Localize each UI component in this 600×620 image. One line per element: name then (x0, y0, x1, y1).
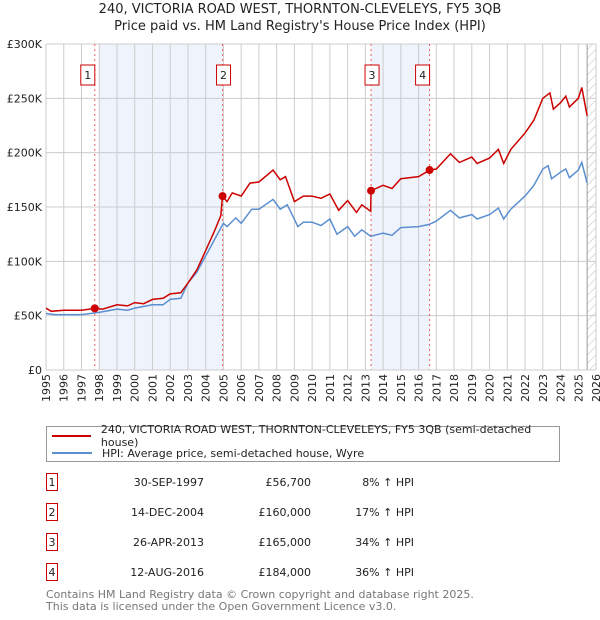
footer-line: This data is licensed under the Open Gov… (46, 600, 397, 613)
sale-price: £56,700 (265, 476, 312, 489)
legend-label: 240, VICTORIA ROAD WEST, THORNTON-CLEVEL… (100, 423, 532, 449)
sale-marker-badge: 4 (46, 563, 58, 581)
x-tick-label: 2017 (430, 374, 443, 402)
x-tick-label: 2011 (324, 374, 337, 402)
sale-row: 3 26-APR-2013 £165,000 34% ↑ HPI (46, 533, 446, 553)
legend: 240, VICTORIA ROAD WEST, THORNTON-CLEVEL… (46, 423, 560, 462)
legend-item-property: 240, VICTORIA ROAD WEST, THORNTON-CLEVEL… (52, 423, 559, 449)
sale-hpi-change: 8% ↑ HPI (362, 476, 414, 489)
y-tick-label: £100K (7, 255, 43, 268)
sale-point (367, 186, 376, 195)
sale-date: 14-DEC-2004 (130, 506, 204, 519)
sale-price: £165,000 (258, 536, 312, 549)
sale-marker-badge: 1 (46, 473, 58, 491)
x-tick-label: 2016 (413, 374, 426, 402)
y-tick-label: £0 (28, 364, 42, 377)
footer-line: Contains HM Land Registry data © Crown c… (46, 588, 474, 601)
sale-date: 26-APR-2013 (132, 536, 204, 549)
y-tick-label: £150K (7, 201, 43, 214)
x-tick-label: 2018 (448, 374, 461, 402)
x-tick-label: 1997 (75, 374, 88, 402)
x-tick-label: 2023 (537, 374, 550, 402)
y-tick-label: £300K (7, 38, 43, 51)
sale-marker-badge: 2 (46, 503, 58, 521)
y-tick-label: £50K (14, 310, 43, 323)
property-price-line (45, 87, 588, 313)
x-tick-label: 2008 (271, 374, 284, 402)
sale-point (218, 192, 227, 201)
x-tick-label: 2015 (395, 374, 408, 402)
sale-row: 1 30-SEP-1997 £56,700 8% ↑ HPI (46, 473, 446, 493)
x-tick-label: 2026 (590, 374, 600, 402)
x-tick-label: 1995 (40, 374, 53, 402)
sale-label: 3 (369, 69, 376, 82)
footer: Contains HM Land Registry data © Crown c… (46, 589, 474, 613)
legend-label: HPI: Average price, semi-detached house,… (102, 446, 365, 460)
x-tick-label: 2003 (182, 374, 195, 402)
sale-point (425, 166, 434, 175)
sale-label-box (80, 64, 96, 86)
sale-label-box (364, 64, 380, 86)
x-tick-label: 2021 (501, 374, 514, 402)
hpi-line (45, 160, 588, 316)
legend-item-hpi: HPI: Average price, semi-detached house,… (52, 445, 364, 461)
sale-row: 4 12-AUG-2016 £184,000 36% ↑ HPI (46, 563, 446, 583)
sale-label: 1 (84, 69, 91, 82)
x-tick-label: 2014 (377, 374, 390, 402)
x-tick-label: 2019 (466, 374, 479, 402)
legend-swatch-red (52, 435, 91, 437)
sale-date: 12-AUG-2016 (130, 566, 204, 579)
sale-label-box (415, 64, 431, 86)
x-tick-label: 2007 (253, 374, 266, 402)
x-tick-label: 2002 (164, 374, 177, 402)
x-tick-label: 2012 (342, 374, 355, 402)
x-tick-label: 2020 (484, 374, 497, 402)
sale-point (90, 304, 99, 313)
x-tick-label: 1998 (93, 374, 106, 402)
sale-label: 2 (220, 69, 227, 82)
sale-marker-badge: 3 (46, 533, 58, 551)
x-tick-label: 2025 (572, 374, 585, 402)
x-tick-label: 2001 (146, 374, 159, 402)
sale-label-box (216, 64, 232, 86)
chart-title: 240, VICTORIA ROAD WEST, THORNTON-CLEVEL… (98, 2, 502, 17)
x-tick-label: 1999 (111, 374, 124, 402)
x-tick-label: 2013 (359, 374, 372, 402)
sale-label: 4 (419, 69, 426, 82)
x-tick-label: 2009 (288, 374, 301, 402)
x-tick-label: 2010 (306, 374, 319, 402)
legend-swatch-blue (52, 452, 92, 454)
plot-area: 1995 1996 1997 1998 1999 2000 2001 2002 2003 2004… (7, 38, 600, 402)
x-tick-label: 2024 (555, 374, 568, 402)
sale-price: £184,000 (258, 566, 312, 579)
sale-hpi-change: 36% ↑ HPI (355, 566, 414, 579)
y-tick-label: £200K (7, 147, 43, 160)
sale-date: 30-SEP-1997 (133, 476, 204, 489)
sale-row: 2 14-DEC-2004 £160,000 17% ↑ HPI (46, 503, 446, 523)
chart-subtitle: Price paid vs. HM Land Registry's House … (114, 19, 486, 34)
y-tick-label: £250K (7, 92, 43, 105)
x-tick-label: 2022 (519, 374, 532, 402)
sale-hpi-change: 17% ↑ HPI (355, 506, 414, 519)
x-tick-label: 2000 (129, 374, 142, 402)
sale-price: £160,000 (258, 506, 312, 519)
x-tick-label: 2006 (235, 374, 248, 402)
sale-hpi-change: 34% ↑ HPI (355, 536, 414, 549)
x-tick-label: 1996 (58, 374, 71, 402)
x-tick-label: 2005 (217, 374, 230, 402)
x-tick-label: 2004 (200, 374, 213, 402)
